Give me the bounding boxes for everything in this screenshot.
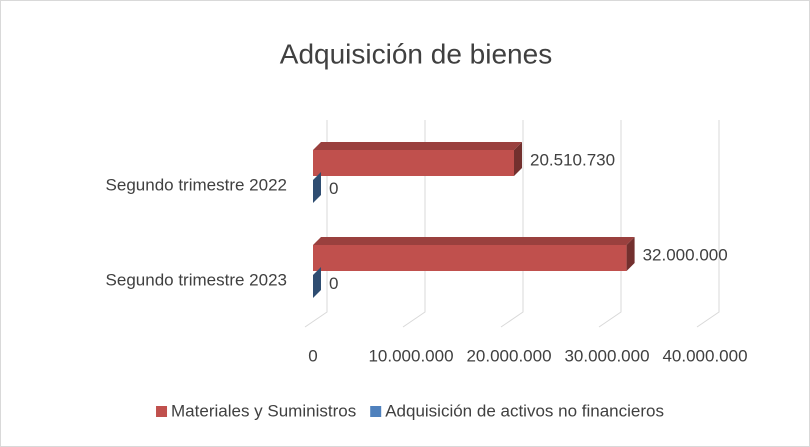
legend-swatch	[370, 406, 382, 417]
grid-line	[696, 120, 720, 328]
grid-line	[598, 120, 622, 328]
grid-line	[304, 120, 328, 328]
chart-title: Adquisición de bienes	[280, 38, 552, 69]
x-tick-label: 0	[308, 346, 317, 365]
category-label: Segundo trimestre 2022	[106, 175, 287, 194]
bar-side	[514, 142, 523, 176]
grid-line	[402, 120, 426, 328]
bar	[313, 267, 321, 298]
bar-top	[313, 237, 635, 245]
legend-swatch	[156, 406, 168, 417]
legend-label: Materiales y Suministros	[171, 401, 356, 420]
bar-top	[313, 142, 523, 150]
bar-side	[313, 172, 321, 203]
bar	[313, 142, 523, 176]
x-tick-label: 10.000.000	[368, 346, 453, 365]
x-tick-label: 20.000.000	[466, 346, 551, 365]
bar	[313, 237, 635, 271]
data-label: 20.510.730	[530, 150, 615, 169]
category-label: Segundo trimestre 2023	[106, 270, 287, 289]
x-tick-label: 30.000.000	[564, 346, 649, 365]
bar-front	[313, 245, 627, 271]
grid-line	[500, 120, 524, 328]
data-label: 32.000.000	[643, 245, 728, 264]
bar-side	[313, 267, 321, 298]
bar	[313, 172, 321, 203]
legend-label: Adquisición de activos no financieros	[385, 401, 664, 420]
data-label: 0	[329, 274, 338, 293]
bar-side	[626, 237, 635, 271]
data-label: 0	[329, 179, 338, 198]
bar-front	[313, 150, 515, 176]
x-tick-label: 40.000.000	[662, 346, 747, 365]
